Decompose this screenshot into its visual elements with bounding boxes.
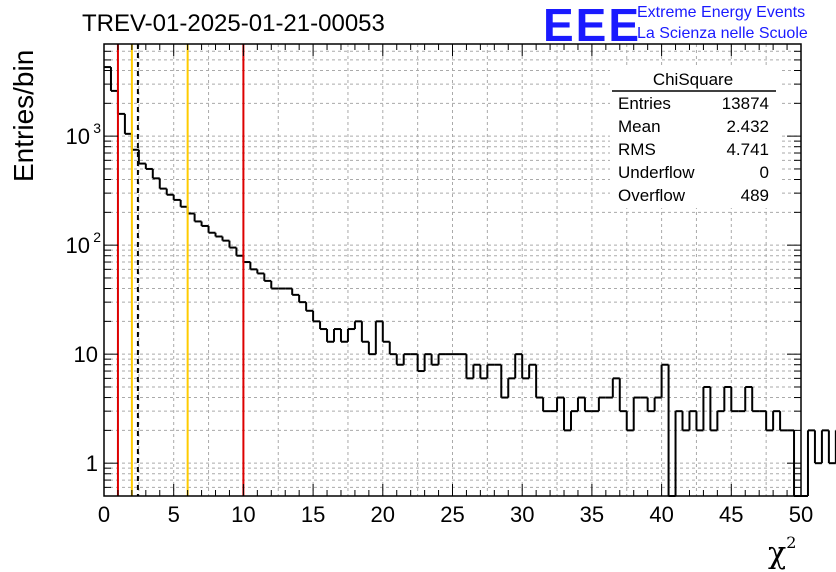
x-tick-label: 50 bbox=[789, 502, 813, 527]
x-tick-label: 25 bbox=[440, 502, 464, 527]
stats-row-label: Underflow bbox=[618, 163, 695, 182]
stats-row-value: 489 bbox=[741, 186, 769, 205]
x-tick-label: 15 bbox=[301, 502, 325, 527]
y-tick-label: 10 bbox=[66, 124, 90, 149]
x-tick-label: 0 bbox=[98, 502, 110, 527]
stats-row-value: 4.741 bbox=[726, 140, 769, 159]
logo-line-1: Extreme Energy Events bbox=[637, 4, 806, 21]
y-tick-label: 1 bbox=[86, 451, 98, 476]
y-tick-label: 10 bbox=[74, 342, 98, 367]
stats-row-label: Mean bbox=[618, 117, 661, 136]
stats-title: ChiSquare bbox=[653, 70, 733, 89]
stats-box: ChiSquare Entries 13874 Mean 2.432 RMS 4.741 U… bbox=[610, 68, 780, 208]
x-tick-label: 20 bbox=[371, 502, 395, 527]
x-tick-label: 35 bbox=[580, 502, 604, 527]
logo-line-2: La Scienza nelle Scuole bbox=[637, 25, 808, 42]
y-tick-label-exponent: 3 bbox=[93, 120, 101, 136]
stats-row-value: 0 bbox=[760, 163, 769, 182]
y-tick-label-exponent: 2 bbox=[93, 229, 101, 245]
stats-row-value: 13874 bbox=[722, 94, 769, 113]
x-tick-label: 5 bbox=[168, 502, 180, 527]
grid-lines bbox=[104, 44, 801, 496]
reference-lines bbox=[116, 44, 245, 496]
x-axis-label-chi: χ bbox=[768, 536, 787, 571]
x-tick-label: 40 bbox=[649, 502, 673, 527]
x-tick-label: 30 bbox=[510, 502, 534, 527]
x-tick-label: 45 bbox=[719, 502, 743, 527]
chart-title: TREV-01-2025-01-21-00053 bbox=[82, 10, 385, 37]
y-tick-label: 10 bbox=[66, 233, 90, 258]
x-tick-label: 10 bbox=[231, 502, 255, 527]
stats-row-label: RMS bbox=[618, 140, 656, 159]
x-axis-label-exponent: 2 bbox=[786, 533, 797, 552]
eee-logo: EEE bbox=[543, 0, 642, 51]
stats-row-value: 2.432 bbox=[726, 117, 769, 136]
histogram-series bbox=[104, 66, 836, 497]
stats-row-label: Entries bbox=[618, 94, 671, 113]
x-axis-label: χ2 bbox=[768, 533, 797, 571]
stats-row-label: Overflow bbox=[618, 186, 686, 205]
